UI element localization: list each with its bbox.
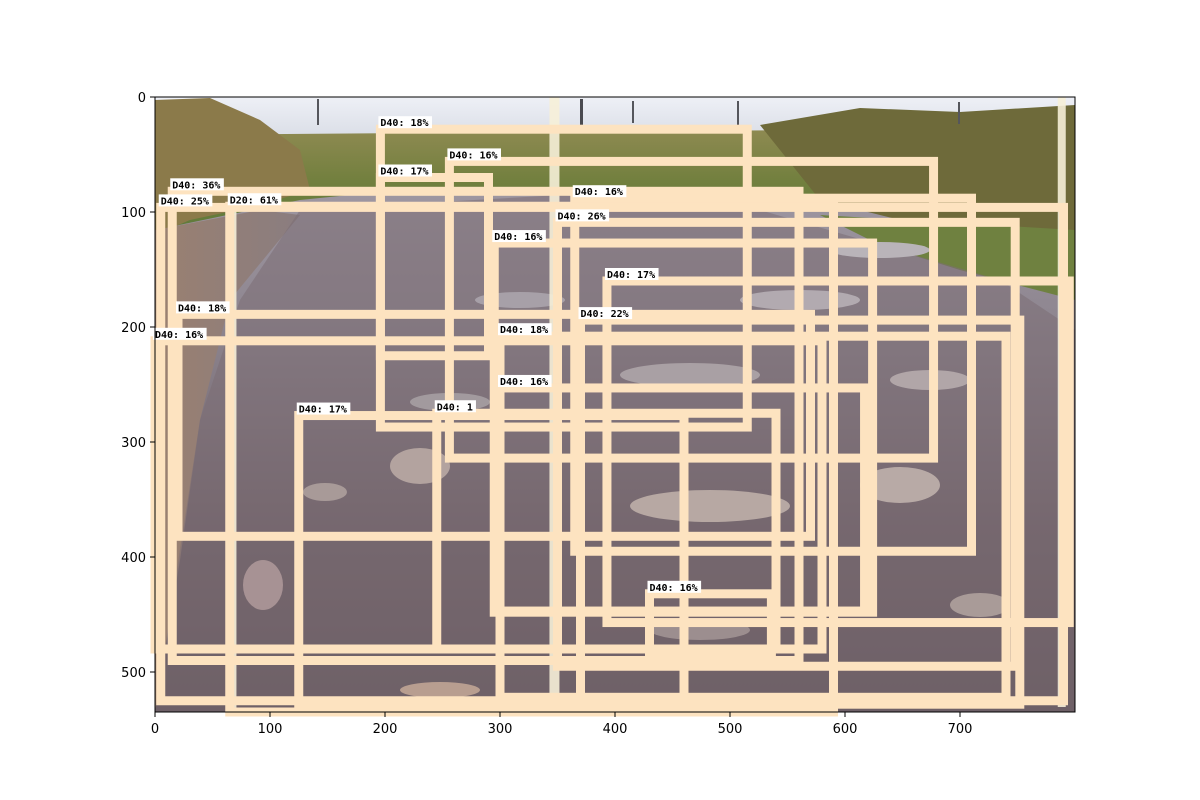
x-tick-label: 400 [603,722,628,737]
detection-labels: D40: 18% D40: 16% D40: 17% D40: 36% D20: 61%… [153,116,702,594]
x-tick-label: 200 [373,722,398,737]
detection-label: D40: 1 [437,402,473,413]
y-tick-label: 100 [121,206,146,221]
y-tick-label: 300 [121,436,146,451]
detection-label-bg [158,194,213,207]
detection-label-bg [176,301,230,314]
detection-label-bg [296,402,351,415]
detection-label-bg [604,268,659,280]
detection-label: D40: 22% [581,309,629,320]
detection-label: D40: 18% [178,303,226,314]
detection-label: D40: 16% [449,150,497,161]
detection-label: D40: 16% [155,330,203,341]
detection-box [553,217,1020,671]
detection-box [167,186,804,666]
detection-label-bg [378,164,432,177]
detection-box [645,589,776,661]
detection-label-bg [447,148,501,161]
x-tick-label: 0 [151,722,159,737]
y-tick-label: 0 [138,91,146,106]
x-tick-label: 600 [833,722,858,737]
detection-label: D40: 16% [575,187,623,198]
detection-label-bg [170,178,224,191]
detection-box [602,276,1074,628]
x-tick-label: 100 [258,722,283,737]
detection-label: D40: 17% [607,270,655,281]
detection-box [576,315,1025,709]
detection-label-bg [378,116,432,129]
detection-label-bg [434,400,476,413]
detection-label: D20: 61% [230,195,278,206]
detection-label-bg [555,209,610,222]
x-axis: 0 100 200 300 400 500 600 700 [151,712,973,737]
detection-label: D40: 36% [172,180,220,191]
y-tick-label: 400 [121,551,146,566]
detection-label: D40: 18% [500,325,548,336]
detection-label-bg [498,374,552,387]
detection-boxes [150,97,1074,717]
detection-box [432,408,781,654]
detection-label: D40: 26% [558,211,606,222]
detection-label-bg [572,185,627,198]
x-tick-label: 500 [718,722,743,737]
detection-label: D40: 16% [500,377,548,388]
y-axis: 0 100 200 300 400 500 [121,91,155,681]
detection-box [444,156,939,463]
detection-label-bg [492,230,546,243]
y-tick-label: 500 [121,666,146,681]
detection-label: D40: 18% [380,118,428,129]
y-tick-label: 200 [121,321,146,336]
x-tick-label: 300 [488,722,513,737]
detection-label: D40: 17% [299,405,347,416]
detection-label: D40: 16% [494,232,542,243]
x-tick-label: 700 [948,722,973,737]
detection-label-bg [498,323,552,336]
detection-label-bg [153,327,207,340]
detection-label-bg [227,193,282,206]
detection-label: D40: 25% [161,196,209,207]
detection-label: D40: 17% [380,167,428,178]
detection-label: D40: 16% [650,583,698,594]
detection-label-bg [647,580,702,593]
detection-box [173,309,815,541]
detection-label-bg [578,307,633,320]
detection-box [375,173,493,361]
